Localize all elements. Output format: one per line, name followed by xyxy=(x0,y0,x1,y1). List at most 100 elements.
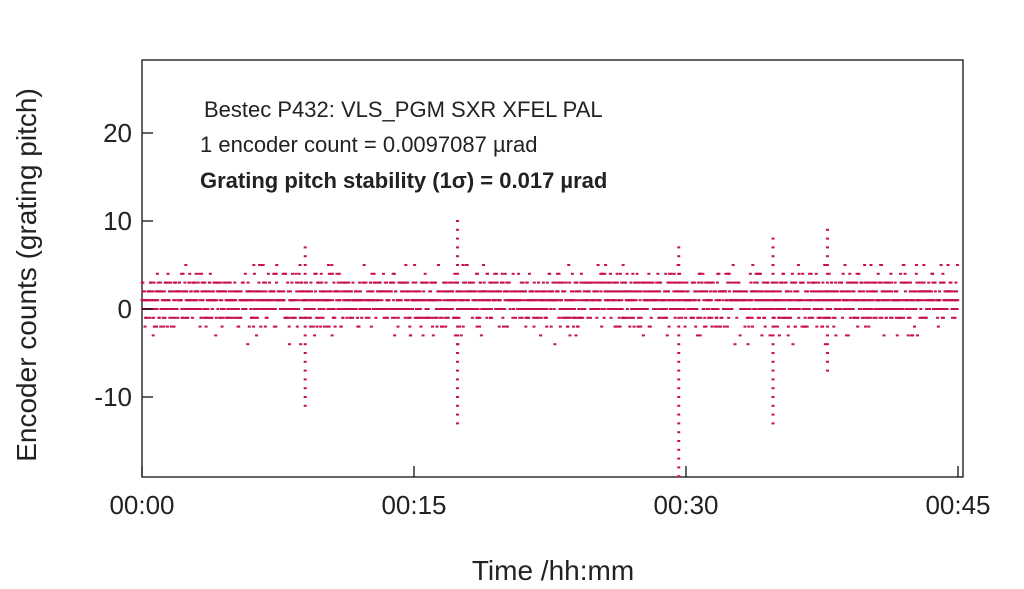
data-point xyxy=(387,299,391,302)
data-point xyxy=(615,272,619,275)
data-point xyxy=(368,299,372,302)
data-point xyxy=(575,316,579,319)
data-point xyxy=(312,308,316,310)
data-point xyxy=(521,281,525,284)
data-point xyxy=(677,352,681,354)
data-point xyxy=(902,316,906,319)
data-point xyxy=(874,290,878,293)
data-point xyxy=(548,272,552,275)
data-point xyxy=(693,299,697,302)
data-point xyxy=(857,290,861,293)
data-point xyxy=(865,290,869,293)
data-point xyxy=(391,316,395,319)
data-point xyxy=(477,290,481,293)
data-point xyxy=(299,316,303,319)
data-point xyxy=(162,325,166,328)
data-point xyxy=(300,281,304,284)
data-point xyxy=(873,290,877,293)
data-point xyxy=(702,325,706,328)
data-point xyxy=(956,299,960,302)
data-point xyxy=(629,281,633,284)
data-point xyxy=(748,308,752,310)
data-point xyxy=(584,290,588,293)
data-point xyxy=(383,308,387,310)
data-point xyxy=(895,334,899,337)
data-point xyxy=(607,308,611,310)
data-point xyxy=(884,290,888,293)
data-point xyxy=(771,281,775,284)
data-point xyxy=(536,308,540,310)
data-point xyxy=(165,308,169,310)
data-point xyxy=(478,281,482,284)
data-point xyxy=(553,343,557,346)
data-point xyxy=(825,246,829,249)
data-point xyxy=(903,290,907,293)
data-point xyxy=(439,290,443,293)
data-point xyxy=(298,264,302,266)
data-point xyxy=(351,281,355,284)
data-point xyxy=(407,308,411,310)
y-tick-label: -10 xyxy=(94,382,132,412)
data-point xyxy=(631,316,635,319)
data-point xyxy=(822,290,826,293)
data-point xyxy=(525,308,529,310)
data-point xyxy=(509,290,513,293)
data-point xyxy=(704,325,708,328)
data-point xyxy=(317,308,321,310)
data-point xyxy=(756,299,760,302)
data-point xyxy=(151,290,155,293)
data-point xyxy=(549,290,553,293)
data-point xyxy=(695,290,699,293)
data-point xyxy=(446,316,450,319)
data-point xyxy=(478,325,482,328)
data-point xyxy=(884,316,888,319)
data-point xyxy=(771,396,775,398)
data-point xyxy=(291,299,295,302)
data-point xyxy=(461,264,465,266)
data-point xyxy=(949,281,953,284)
data-point xyxy=(763,281,767,284)
data-point xyxy=(933,281,937,284)
data-point xyxy=(214,334,218,337)
data-point xyxy=(789,316,793,319)
data-point xyxy=(326,299,330,302)
data-point xyxy=(563,316,567,319)
data-point xyxy=(774,299,778,302)
data-point xyxy=(596,290,600,293)
data-point xyxy=(583,308,587,310)
data-point xyxy=(442,299,446,302)
data-point xyxy=(374,316,378,319)
data-point xyxy=(311,299,315,302)
data-point xyxy=(906,316,910,319)
data-point xyxy=(746,343,750,346)
data-point xyxy=(677,255,681,258)
data-point xyxy=(489,281,493,284)
data-point xyxy=(232,316,236,319)
data-point xyxy=(741,299,745,302)
y-tick-label: 20 xyxy=(103,118,132,148)
data-point xyxy=(527,316,531,319)
data-point xyxy=(950,308,954,310)
data-point xyxy=(364,299,368,302)
data-point xyxy=(572,299,576,302)
data-point xyxy=(564,281,568,284)
data-point xyxy=(484,290,488,293)
data-point xyxy=(554,299,558,302)
data-point xyxy=(666,281,670,284)
data-point xyxy=(846,334,850,337)
data-point xyxy=(156,299,160,302)
data-point xyxy=(862,316,866,319)
data-point xyxy=(689,299,693,302)
annotation-encoder: 1 encoder count = 0.0097087 µrad xyxy=(200,132,537,157)
data-point xyxy=(698,334,702,337)
data-point xyxy=(668,272,672,275)
data-point xyxy=(677,299,681,302)
data-point xyxy=(398,308,402,310)
data-point xyxy=(496,308,500,310)
data-point xyxy=(579,281,583,284)
data-point xyxy=(501,281,505,284)
data-point xyxy=(639,290,643,293)
data-point xyxy=(348,308,352,310)
data-point xyxy=(240,299,244,302)
data-point xyxy=(851,299,855,302)
